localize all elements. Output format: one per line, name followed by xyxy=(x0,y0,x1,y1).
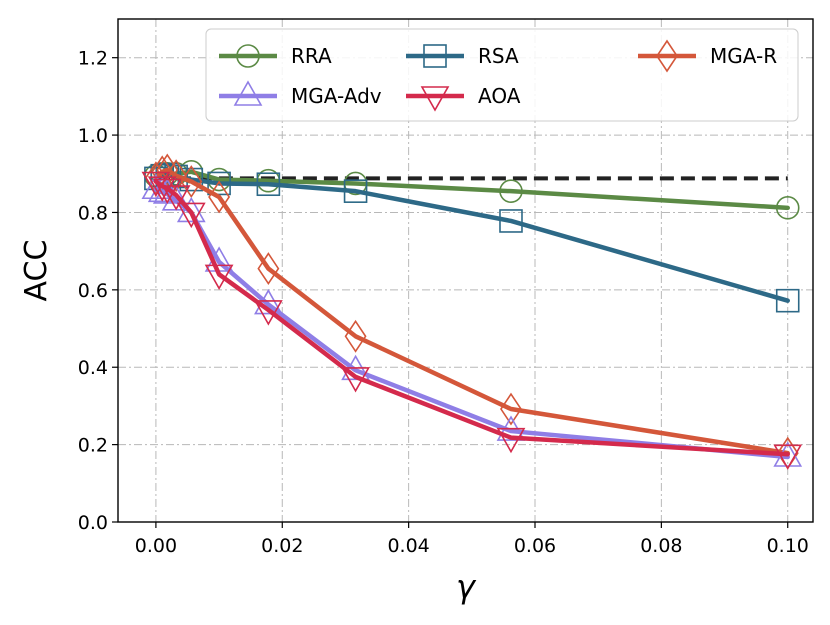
legend-item-rra: RRA xyxy=(219,44,332,68)
data-point-mga-r xyxy=(500,392,522,426)
legend-item-rsa: RSA xyxy=(406,44,519,68)
data-point-aoa xyxy=(254,300,283,326)
legend-box xyxy=(205,28,799,122)
x-tick-label: 0.04 xyxy=(387,535,429,557)
series-aoa xyxy=(141,171,803,470)
data-point-aoa xyxy=(141,171,171,198)
legend-label-mga-adv: MGA-Adv xyxy=(291,84,382,108)
y-tick-label: 0.2 xyxy=(78,435,108,457)
data-point-rsa xyxy=(256,172,281,197)
data-point-mga-adv xyxy=(254,288,283,315)
legend-label-rsa: RSA xyxy=(478,44,519,68)
x-tick-label: 0.00 xyxy=(135,535,177,557)
data-point-aoa xyxy=(204,264,234,290)
data-point-mga-r xyxy=(257,252,280,286)
y-tick-label: 0.0 xyxy=(78,512,108,534)
data-point-rsa xyxy=(343,179,368,203)
y-tick-label: 0.4 xyxy=(78,357,108,379)
series-line-mga-r xyxy=(153,167,790,456)
series-rra xyxy=(144,160,800,220)
data-point-mga-r xyxy=(208,180,231,214)
x-tick-label: 0.02 xyxy=(261,535,303,557)
data-point-aoa xyxy=(161,185,191,211)
y-tick-label: 0.8 xyxy=(78,202,108,224)
data-point-mga-r xyxy=(180,165,203,198)
legend-label-rra: RRA xyxy=(291,44,332,68)
series-mga-r xyxy=(144,153,799,470)
data-point-aoa xyxy=(152,178,182,205)
legend-marker-mga-r xyxy=(656,39,678,73)
legend-item-mga-r: MGA-R xyxy=(638,39,777,73)
plot-frame xyxy=(117,18,814,523)
data-point-aoa xyxy=(773,444,803,470)
x-axis-label: γ xyxy=(456,568,477,606)
series-line-rsa xyxy=(153,172,790,303)
legend-marker-rsa xyxy=(423,44,447,68)
data-point-aoa xyxy=(496,427,526,454)
y-axis-label: ACC xyxy=(19,240,54,302)
legend-label-mga-r: MGA-R xyxy=(710,44,777,68)
x-tick-label: 0.08 xyxy=(640,535,682,557)
legend-item-mga-adv: MGA-Adv xyxy=(219,80,382,108)
y-tick-label: 0.6 xyxy=(78,280,108,302)
legend-marker-aoa xyxy=(420,86,450,112)
data-point-aoa xyxy=(147,176,177,202)
axis-ticks: 0.00 0.02 0.04 0.06 0.08 0.10 0.0 0.2 0.4 0.6 0.8 1… xyxy=(78,48,809,557)
data-point-mga-r xyxy=(165,159,188,193)
legend: RRA RSA MGA-R MGA-Adv AOA xyxy=(205,28,799,122)
data-point-aoa xyxy=(341,367,370,393)
data-point-mga-r xyxy=(344,319,367,353)
data-point-mga-adv xyxy=(176,196,206,223)
legend-marker-rra xyxy=(236,44,260,68)
data-point-rra xyxy=(775,196,800,220)
series-line-mga-adv xyxy=(153,187,790,460)
data-point-rsa xyxy=(775,288,800,313)
y-tick-label: 1.0 xyxy=(78,125,108,147)
data-point-aoa xyxy=(176,202,206,229)
y-tick-label: 1.2 xyxy=(78,48,108,70)
data-point-rsa xyxy=(499,209,523,233)
x-tick-label: 0.10 xyxy=(767,535,809,557)
legend-label-aoa: AOA xyxy=(478,84,521,108)
legend-item-aoa: AOA xyxy=(406,84,521,112)
x-tick-label: 0.06 xyxy=(514,535,556,557)
series-layer xyxy=(141,153,803,470)
legend-marker-mga-adv xyxy=(233,80,263,106)
data-point-rra xyxy=(499,179,523,203)
